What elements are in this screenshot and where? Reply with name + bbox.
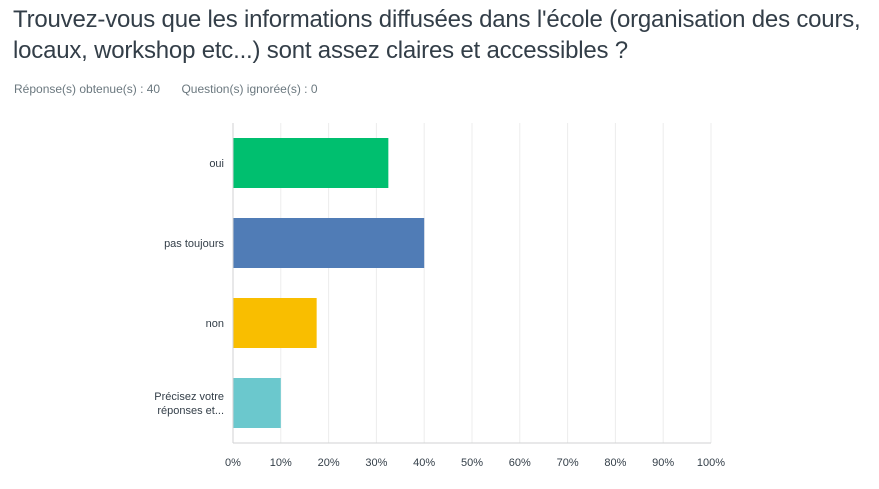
x-tick-label: 30% (365, 457, 387, 469)
response-stats: Réponse(s) obtenue(s) : 40 Question(s) i… (14, 82, 336, 96)
category-labels: oui pas toujours non Précisez votre réponses… (154, 158, 224, 417)
category-label: pas toujours (164, 238, 224, 250)
x-tick-label: 90% (652, 457, 674, 469)
answered-count: Réponse(s) obtenue(s) : 40 (14, 82, 161, 96)
bar (233, 138, 389, 188)
category-label: réponses et... (157, 405, 224, 417)
x-tick-label: 20% (318, 457, 340, 469)
x-tick-label: 10% (270, 457, 292, 469)
x-tick-label: 100% (697, 457, 725, 469)
x-tick-label: 60% (509, 457, 531, 469)
bar (233, 218, 425, 268)
question-title: Trouvez-vous que les informations diffus… (13, 6, 861, 64)
bar (233, 298, 317, 348)
x-tick-labels: 0% 10% 20% 30% 40% 50% 60% 70% 80% 90% 100% (225, 457, 725, 469)
x-tick-label: 50% (461, 457, 483, 469)
skipped-count: Question(s) ignorée(s) : 0 (181, 82, 318, 96)
bar (233, 378, 281, 428)
x-tick-label: 40% (413, 457, 435, 469)
x-tick-label: 70% (557, 457, 579, 469)
category-label: Précisez votre (154, 391, 224, 403)
x-tick-label: 0% (225, 457, 241, 469)
category-label: non (206, 318, 224, 330)
bars (233, 138, 425, 428)
category-label: oui (209, 158, 224, 170)
x-tick-label: 80% (604, 457, 626, 469)
